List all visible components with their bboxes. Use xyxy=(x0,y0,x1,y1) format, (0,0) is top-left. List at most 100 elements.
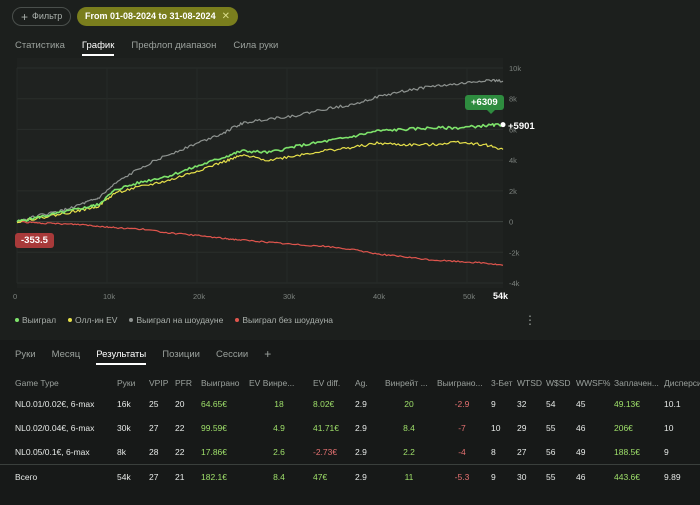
table-header-row: Game Type Руки VPIP PFR Выиграно EV Винр… xyxy=(0,374,700,392)
table-row[interactable]: NL0.05/0.1€, 6-max 8k 28 22 17.86€ 2.6 -… xyxy=(0,440,700,464)
tab-graph[interactable]: График xyxy=(81,40,115,56)
bottom-tabs: Руки Месяц Результаты Позиции Сессии + xyxy=(15,347,272,365)
cell-ev-winrate: 8.4 xyxy=(247,463,311,490)
cell-pfr: 22 xyxy=(175,423,185,433)
cell-won-nonsd: -2.9 xyxy=(454,399,470,409)
plus-icon: + xyxy=(21,9,29,24)
col-header[interactable]: EV Винре... xyxy=(249,378,295,388)
col-header[interactable]: Выиграно xyxy=(201,378,240,388)
legend-item-non-showdown[interactable]: Выиграл без шоудауна xyxy=(235,315,333,325)
col-header[interactable]: 3-Бет xyxy=(491,378,513,388)
cell-won: 64.65€ xyxy=(201,399,227,409)
profit-chart: 10k 8k 6k 4k 2k 0 -2k -4k 0 10k 20k 30k 40k 50k xyxy=(13,58,521,301)
cell-hands: 54k xyxy=(115,463,147,490)
tab-sessions[interactable]: Сессии xyxy=(215,349,249,360)
results-panel: Руки Месяц Результаты Позиции Сессии + G… xyxy=(0,340,700,505)
col-header[interactable]: PFR xyxy=(175,378,192,388)
x-tick-label: 30k xyxy=(283,292,295,301)
tab-results[interactable]: Результаты xyxy=(96,349,147,365)
cell-wwsf: 46 xyxy=(576,423,586,433)
col-header[interactable]: Ag. xyxy=(355,378,368,388)
cell-wsd: 55 xyxy=(544,463,574,490)
cell-wsd: 55 xyxy=(546,423,556,433)
date-range-label: From 01-08-2024 to 31-08-2024 xyxy=(85,11,216,21)
tab-preflop-range[interactable]: Префлоп диапазон xyxy=(131,40,217,51)
x-tick-label: 10k xyxy=(103,292,115,301)
cell-winrate: 8.4 xyxy=(403,423,415,433)
cell-vpip: 27 xyxy=(149,423,159,433)
y-tick-label: 0 xyxy=(509,218,513,227)
hands-count-label: 54k xyxy=(493,291,509,301)
ev-value-label: +5901 xyxy=(508,121,535,132)
y-tick-label: 6k xyxy=(509,125,517,134)
date-range-chip[interactable]: From 01-08-2024 to 31-08-2024 ✕ xyxy=(77,7,238,26)
tab-statistics[interactable]: Статистика xyxy=(15,40,65,51)
cell-won-nonsd: -5.3 xyxy=(435,463,489,490)
non-showdown-value-label: -353.5 xyxy=(15,233,54,248)
col-header[interactable]: Выиграно... xyxy=(437,378,483,388)
cell-hands: 30k xyxy=(117,423,131,433)
col-header[interactable]: Game Type xyxy=(15,378,59,388)
add-tab-icon[interactable]: + xyxy=(264,347,272,361)
legend-dot xyxy=(68,318,73,322)
table-row[interactable]: NL0.01/0.02€, 6-max 16k 25 20 64.65€ 18 … xyxy=(0,392,700,416)
more-options-icon[interactable]: ⋮ xyxy=(524,313,536,327)
y-tick-label: 8k xyxy=(509,95,517,104)
close-icon[interactable]: ✕ xyxy=(221,11,230,22)
cell-wtsd: 30 xyxy=(515,463,544,490)
series-end-marker xyxy=(500,122,506,128)
chart-legend: Выиграл Олл-ин EV Выиграл на шоудауне Вы… xyxy=(15,315,333,325)
x-tick-label: 0 xyxy=(13,292,17,301)
y-tick-label: 2k xyxy=(509,187,517,196)
col-header[interactable]: VPIP xyxy=(149,378,169,388)
legend-dot xyxy=(129,318,134,322)
col-header[interactable]: WWSF% xyxy=(576,378,611,388)
top-tabs: Статистика График Префлоп диапазон Сила … xyxy=(15,40,278,56)
cell-paid: 206€ xyxy=(614,423,633,433)
legend-item-allin-ev[interactable]: Олл-ин EV xyxy=(68,315,117,325)
tab-hands[interactable]: Руки xyxy=(15,349,36,360)
cell-pfr: 20 xyxy=(175,399,185,409)
col-header[interactable]: EV diff. xyxy=(313,378,341,388)
cell-wtsd: 32 xyxy=(517,399,527,409)
cell-variance: 9 xyxy=(664,446,669,457)
cell-variance: 9.89 xyxy=(662,463,700,490)
col-header[interactable]: Заплачен... xyxy=(614,378,659,388)
legend-item-showdown[interactable]: Выиграл на шоудауне xyxy=(129,315,223,325)
plot-background xyxy=(17,58,503,288)
cell-wwsf: 49 xyxy=(576,446,586,457)
cell-winrate: 20 xyxy=(404,399,414,409)
col-header[interactable]: W$SD xyxy=(546,378,571,388)
tab-month[interactable]: Месяц xyxy=(51,349,81,360)
cell-winrate: 2.2 xyxy=(403,446,415,457)
cell-won: 182.1€ xyxy=(199,463,247,490)
x-tick-label: 40k xyxy=(373,292,385,301)
cell-3bet: 8 xyxy=(491,446,496,457)
cell-hands: 8k xyxy=(117,446,126,457)
cell-wtsd: 29 xyxy=(517,423,527,433)
legend-item-won[interactable]: Выиграл xyxy=(15,315,56,325)
col-header[interactable]: WTSD xyxy=(517,378,543,388)
cell-game-type: NL0.01/0.02€, 6-max xyxy=(15,399,95,409)
chart-area: 10k 8k 6k 4k 2k 0 -2k -4k 0 10k 20k 30k 40k 50k xyxy=(0,58,700,340)
cell-paid: 188.5€ xyxy=(614,446,640,457)
table-total-row: Всего 54k 27 21 182.1€ 8.4 47€ 2.9 11 -5… xyxy=(0,463,700,490)
series-showdown xyxy=(16,78,504,223)
col-header[interactable]: Винрейт ... xyxy=(385,378,428,388)
tab-positions[interactable]: Позиции xyxy=(162,349,200,360)
col-header[interactable]: Руки xyxy=(117,378,136,388)
table-row[interactable]: NL0.02/0.04€, 6-max 30k 27 22 99.59€ 4.9… xyxy=(0,416,700,440)
legend-label: Выиграл на шоудауне xyxy=(136,315,224,325)
cell-vpip: 27 xyxy=(147,463,173,490)
cell-pfr: 22 xyxy=(175,446,185,457)
cell-hands: 16k xyxy=(117,399,131,409)
legend-label: Олл-ин EV xyxy=(75,315,118,325)
tab-hand-strength[interactable]: Сила руки xyxy=(233,40,279,51)
col-header[interactable]: Дисперси... xyxy=(664,378,700,388)
add-filter-button[interactable]: + Фильтр xyxy=(12,7,72,26)
cell-won-nonsd: -4 xyxy=(458,446,466,457)
cell-wsd: 56 xyxy=(546,446,556,457)
cell-won: 17.86€ xyxy=(201,446,227,457)
cell-ag: 2.9 xyxy=(353,463,383,490)
y-tick-label: 10k xyxy=(509,64,521,73)
